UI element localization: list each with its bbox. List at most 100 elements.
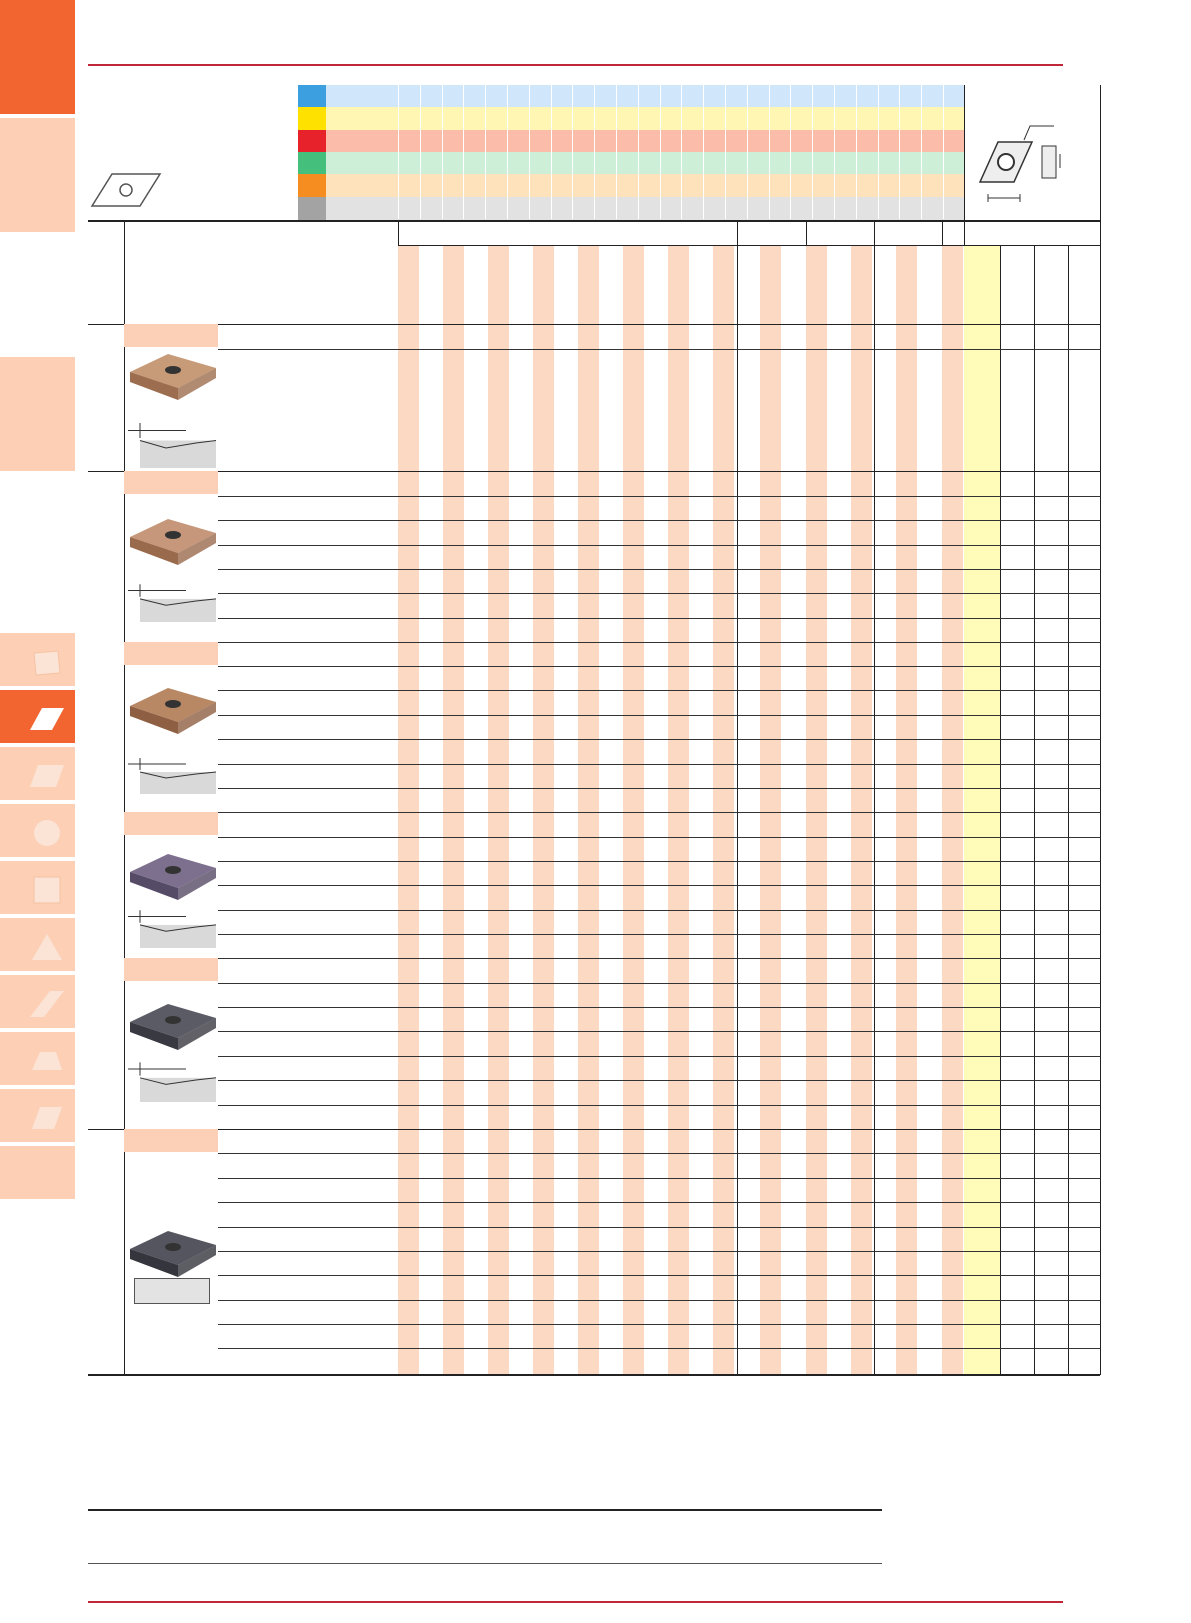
grade-group-divider-2 xyxy=(874,220,875,1375)
material-swatch-H xyxy=(298,197,326,220)
table-row-line xyxy=(218,1348,1100,1349)
parallelogram-insert-icon xyxy=(32,1107,62,1129)
trigon-insert-icon xyxy=(32,1052,62,1070)
material-swatch-P xyxy=(298,85,326,108)
header-col-sep xyxy=(878,85,879,219)
header-col-sep xyxy=(616,85,617,219)
header-col-sep xyxy=(921,85,922,219)
table-row-line xyxy=(218,618,1100,619)
section-chip-6 xyxy=(124,1129,218,1152)
table-row-line xyxy=(218,983,1100,984)
header-col-sep xyxy=(529,85,530,219)
section-chip-5 xyxy=(124,958,218,981)
group-rule-0 xyxy=(88,324,1100,325)
dim-col-divider-0 xyxy=(1000,245,1001,1375)
table-row-line xyxy=(218,349,1100,350)
header-col-sep xyxy=(681,85,682,219)
table-row-line xyxy=(218,1251,1100,1252)
table-row-line xyxy=(218,812,1100,813)
table-row-line xyxy=(218,715,1100,716)
insert-image-4 xyxy=(130,854,216,900)
insert-image-1 xyxy=(130,354,216,400)
header-col-sep xyxy=(594,85,595,219)
side-tab-trigon[interactable] xyxy=(0,1032,75,1085)
side-tab-parallelogram[interactable] xyxy=(0,1089,75,1142)
table-row-line xyxy=(218,1275,1100,1276)
chipbreaker-profile-3 xyxy=(128,758,217,794)
rhombus-insert-icon xyxy=(30,765,64,787)
table-row-line xyxy=(218,1080,1100,1081)
side-tab-3[interactable] xyxy=(0,357,75,471)
header-col-sep xyxy=(943,85,944,219)
grade-stripe-4 xyxy=(578,246,599,1374)
section-chip-1 xyxy=(124,324,218,347)
table-row-line xyxy=(218,739,1100,740)
table-row-line xyxy=(218,1031,1100,1032)
section-chip-4 xyxy=(124,812,218,835)
header-col-sep xyxy=(856,85,857,219)
section-chip-2 xyxy=(124,471,218,494)
blank-insert-profile xyxy=(134,1278,210,1304)
table-row-line xyxy=(218,1105,1100,1106)
material-row-M xyxy=(326,107,964,130)
chipbreaker-profile-5 xyxy=(128,1062,217,1102)
grade-stripe-8 xyxy=(760,246,781,1374)
table-row-line xyxy=(218,1202,1100,1203)
diamond-insert-icon xyxy=(30,708,64,730)
grade-stripe-3 xyxy=(533,246,554,1374)
chipbreaker-profile-1 xyxy=(128,423,217,468)
chipbreaker-profile-2 xyxy=(128,584,217,622)
side-tab-diamond[interactable] xyxy=(0,690,75,743)
header-col-sep xyxy=(812,85,813,219)
dim-col-divider-1 xyxy=(1034,245,1035,1375)
header-col-sep xyxy=(790,85,791,219)
side-tab-top[interactable] xyxy=(0,0,75,114)
header-col-sep xyxy=(463,85,464,219)
table-top-rule xyxy=(88,220,1100,222)
table-row-line xyxy=(218,934,1100,935)
material-row-N xyxy=(326,152,964,175)
side-tab-square[interactable] xyxy=(0,633,75,686)
side-tab-v-diamond[interactable] xyxy=(0,975,75,1028)
table-row-line xyxy=(218,861,1100,862)
square-insert-icon xyxy=(33,650,61,676)
insert-image-5 xyxy=(130,1004,216,1050)
header-col-sep xyxy=(769,85,770,219)
side-tab-round[interactable] xyxy=(0,804,75,857)
header-col-sep xyxy=(747,85,748,219)
table-row-line xyxy=(218,1007,1100,1008)
table-row-line xyxy=(218,496,1100,497)
table-row-line xyxy=(218,520,1100,521)
side-tab-2[interactable] xyxy=(0,118,75,232)
grade-stripe-9 xyxy=(806,246,827,1374)
insert-image-2 xyxy=(130,519,216,565)
header-right-border xyxy=(964,85,965,220)
insert-dimension-icon xyxy=(978,125,1061,202)
grade-stripe-1 xyxy=(443,246,464,1374)
material-row-S xyxy=(326,174,964,197)
table-row-line xyxy=(218,958,1100,959)
table-row-line xyxy=(218,690,1100,691)
header-col-sep xyxy=(899,85,900,219)
material-row-K xyxy=(326,130,964,153)
header-sub-rule xyxy=(398,245,1100,246)
table-row-line xyxy=(218,569,1100,570)
header-col-sep xyxy=(485,85,486,219)
side-tab-rhombus[interactable] xyxy=(0,747,75,800)
table-row-line xyxy=(218,1153,1100,1154)
table-row-line xyxy=(218,1227,1100,1228)
side-tab-square-2[interactable] xyxy=(0,861,75,914)
header-col-sep xyxy=(660,85,661,219)
table-row-line xyxy=(218,764,1100,765)
side-tab-triangle[interactable] xyxy=(0,918,75,971)
material-row-P xyxy=(326,85,964,108)
table-row-line xyxy=(218,545,1100,546)
material-swatch-N xyxy=(298,152,326,175)
side-tab-bottom[interactable] xyxy=(0,1146,75,1199)
table-row-line xyxy=(218,1178,1100,1179)
col-divider-left xyxy=(124,220,125,1375)
footnote-rule-2 xyxy=(88,1563,882,1564)
grade-stripe-12 xyxy=(942,246,963,1374)
footnote-rule-1 xyxy=(88,1509,882,1511)
grade-group-divider-0 xyxy=(737,220,738,1375)
